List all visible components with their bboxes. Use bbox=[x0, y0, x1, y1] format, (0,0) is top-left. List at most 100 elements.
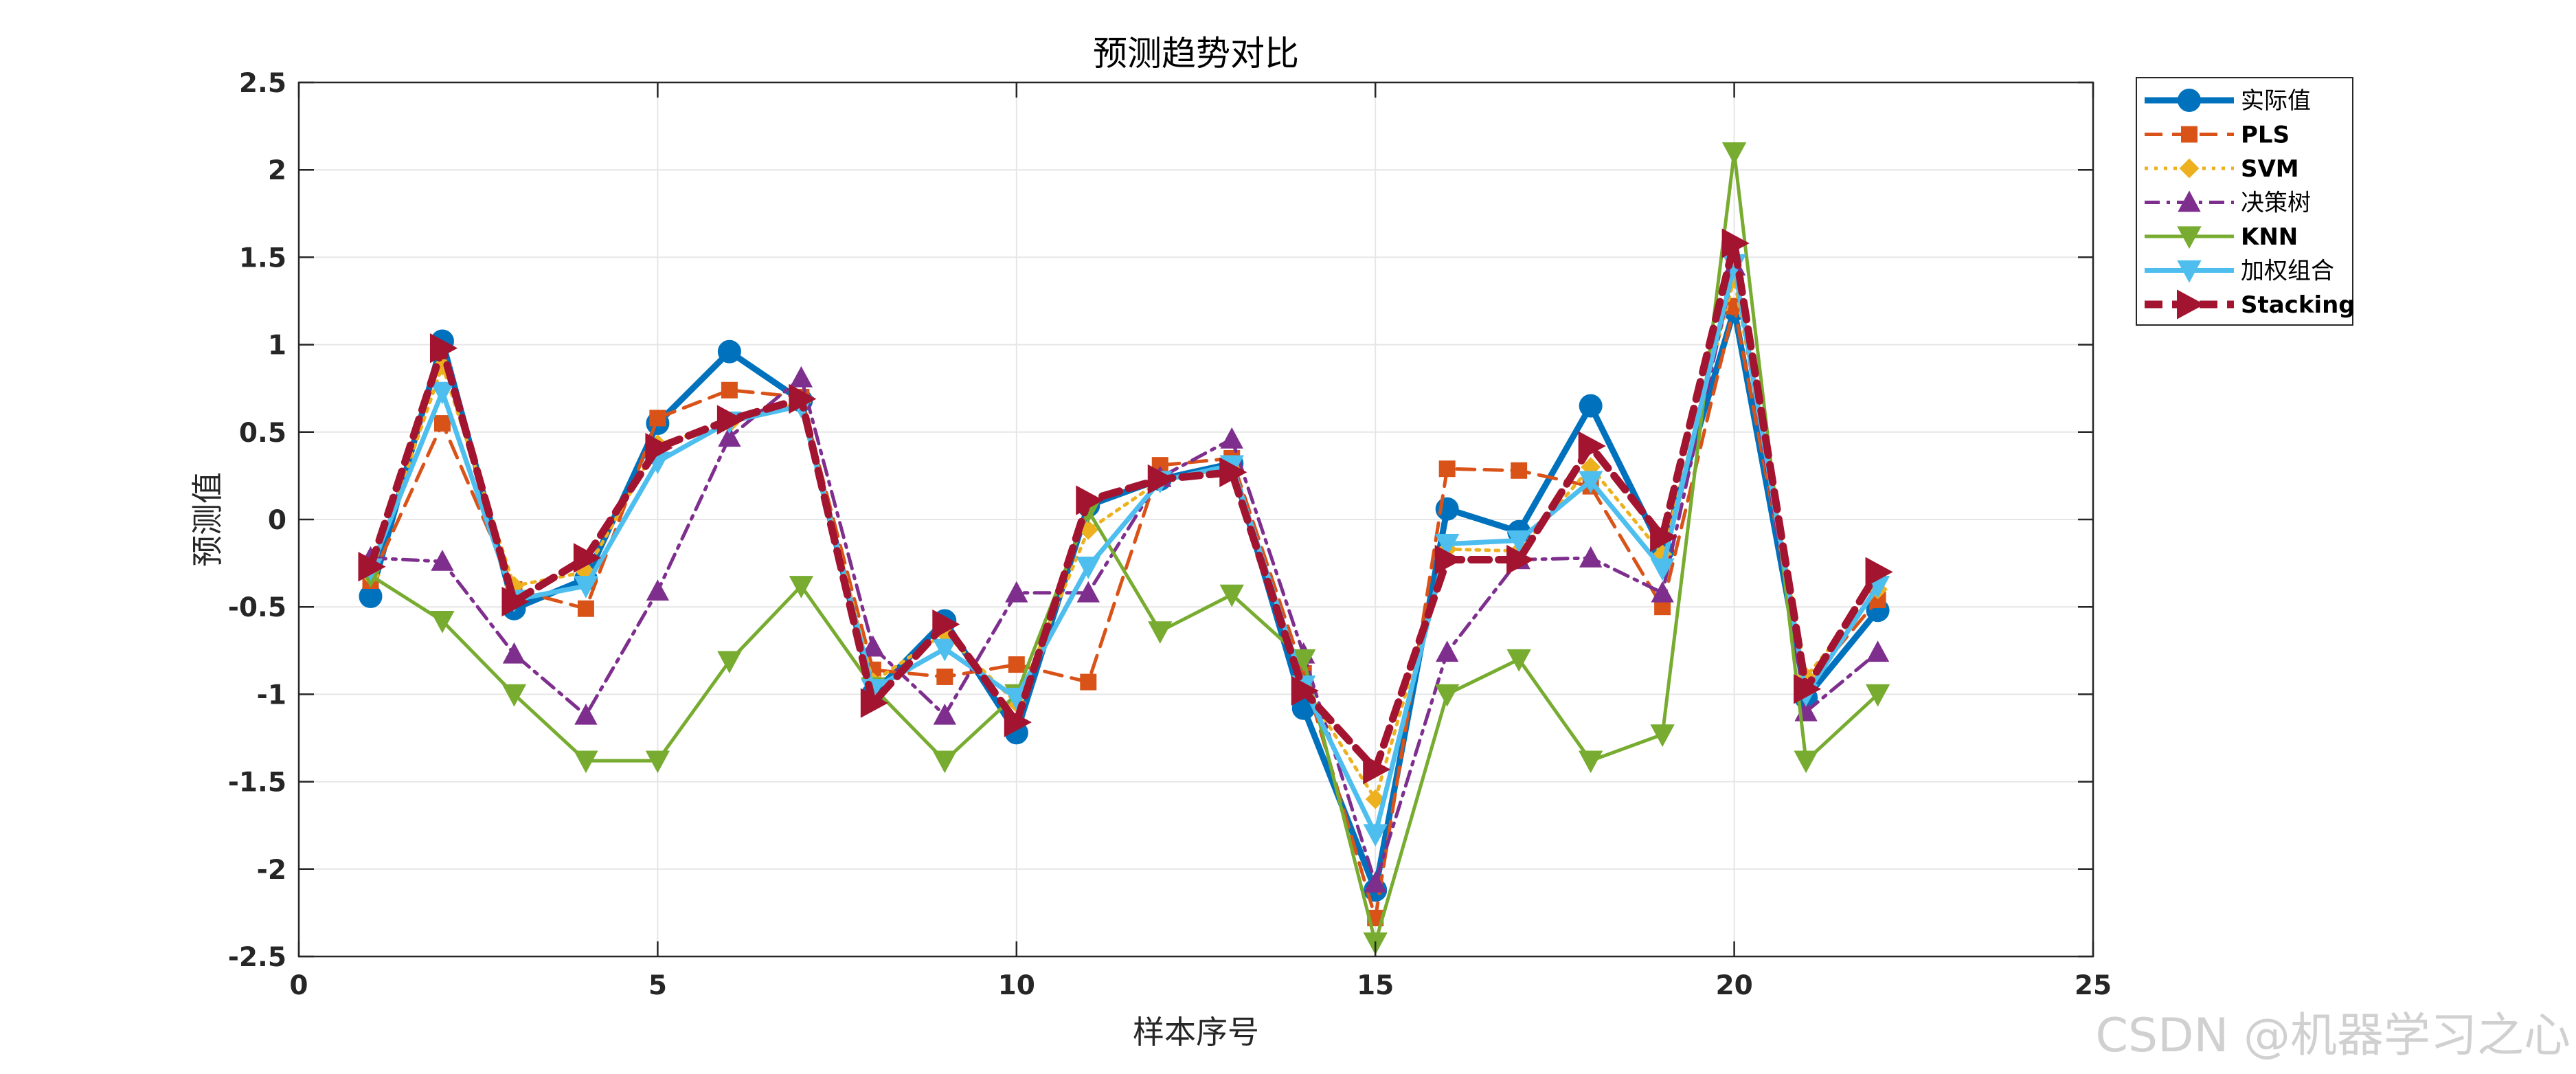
data-point bbox=[1076, 581, 1100, 603]
data-point bbox=[1005, 581, 1028, 603]
y-tick-label: -2.5 bbox=[228, 942, 286, 973]
legend-entry: Stacking bbox=[2145, 289, 2355, 320]
data-point bbox=[577, 600, 594, 617]
legend-label: 实际值 bbox=[2241, 87, 2311, 115]
data-point bbox=[1866, 640, 1890, 662]
y-axis-label: 预测值 bbox=[189, 472, 226, 567]
data-point bbox=[861, 635, 885, 657]
x-tick-label: 5 bbox=[648, 970, 667, 1001]
data-point bbox=[1435, 684, 1460, 707]
data-point bbox=[1721, 228, 1750, 258]
y-tick-label: 0 bbox=[268, 505, 286, 536]
data-point bbox=[646, 579, 670, 601]
data-point bbox=[932, 750, 957, 774]
data-point bbox=[1511, 462, 1528, 479]
data-point bbox=[574, 576, 598, 598]
data-point bbox=[1435, 534, 1460, 557]
legend-entry: 决策树 bbox=[2145, 190, 2311, 217]
data-point bbox=[358, 552, 386, 582]
legend-entry: PLS bbox=[2145, 122, 2290, 149]
watermark: CSDN @机器学习之心 bbox=[2096, 1009, 2571, 1063]
y-tick-label: -2 bbox=[257, 855, 286, 886]
data-point bbox=[1506, 530, 1531, 553]
x-tick-label: 25 bbox=[2075, 970, 2112, 1001]
data-point bbox=[718, 425, 741, 447]
data-point bbox=[1363, 754, 1391, 785]
legend-entry: KNN bbox=[2145, 223, 2298, 251]
series-line bbox=[368, 262, 1881, 837]
data-point bbox=[789, 366, 813, 388]
legend-marker bbox=[2181, 126, 2197, 143]
data-point bbox=[430, 381, 455, 405]
x-tick-label: 15 bbox=[1357, 970, 1394, 1001]
data-point bbox=[717, 339, 741, 363]
y-tick-label: 0.5 bbox=[239, 418, 286, 449]
data-point bbox=[501, 684, 527, 707]
data-point bbox=[574, 703, 598, 725]
legend-label: PLS bbox=[2241, 122, 2290, 149]
data-point bbox=[789, 576, 814, 598]
data-point bbox=[933, 703, 956, 725]
data-point bbox=[716, 405, 745, 435]
data-point bbox=[1076, 557, 1100, 579]
legend-box bbox=[2136, 77, 2353, 326]
data-point bbox=[1008, 656, 1025, 673]
y-tick-label: -1 bbox=[257, 680, 286, 711]
legend-label: SVM bbox=[2241, 155, 2299, 183]
legend-marker bbox=[2177, 260, 2202, 283]
legend-marker bbox=[2177, 226, 2202, 249]
data-point bbox=[932, 609, 960, 640]
data-point bbox=[789, 383, 817, 414]
series-4 bbox=[359, 254, 1890, 893]
data-point bbox=[501, 586, 530, 617]
legend-marker bbox=[2178, 190, 2201, 212]
legend: 实际值 PLS SVM 决策树 KNN 加权组合 Stacking bbox=[2136, 77, 2355, 326]
y-tick-label: -1.5 bbox=[228, 768, 286, 798]
data-point bbox=[932, 638, 957, 662]
data-point bbox=[502, 642, 526, 664]
data-point bbox=[1004, 707, 1032, 737]
data-point bbox=[1865, 557, 1893, 587]
data-point bbox=[1436, 640, 1459, 662]
data-point bbox=[1578, 431, 1606, 461]
data-point bbox=[1578, 750, 1603, 774]
y-tick-label: 2 bbox=[268, 155, 286, 186]
data-point bbox=[433, 415, 451, 432]
data-point bbox=[645, 433, 673, 463]
data-point bbox=[573, 543, 602, 573]
data-point bbox=[1148, 621, 1173, 644]
legend-marker bbox=[2179, 158, 2200, 179]
legend-marker bbox=[2177, 289, 2205, 320]
legend-entry: 加权组合 bbox=[2145, 258, 2334, 285]
series-line bbox=[369, 150, 1880, 945]
data-point bbox=[1579, 546, 1603, 568]
y-tick-label: -0.5 bbox=[228, 592, 286, 623]
data-point bbox=[649, 410, 666, 427]
data-point bbox=[1291, 649, 1316, 672]
data-point bbox=[1578, 471, 1603, 494]
series-line bbox=[367, 239, 1882, 774]
ticks: 0 5 10 15 20 25 2.5 2 1.5 1 0.5 0 -0.5 -1 -1.5 -2 -2.5 bbox=[228, 68, 2112, 1001]
y-tick-label: 1 bbox=[268, 331, 286, 361]
data-point bbox=[1364, 871, 1387, 893]
legend-marker bbox=[2178, 89, 2201, 112]
data-point bbox=[645, 750, 670, 774]
series-7 bbox=[358, 228, 1893, 785]
data-point bbox=[1650, 522, 1678, 552]
data-point bbox=[1434, 544, 1462, 575]
data-point bbox=[1219, 457, 1247, 487]
legend-entry: 实际值 bbox=[2145, 87, 2311, 115]
data-point bbox=[574, 750, 598, 774]
data-point bbox=[1650, 724, 1675, 748]
data-point bbox=[1080, 673, 1097, 691]
data-point bbox=[431, 549, 454, 571]
y-tick-label: 1.5 bbox=[239, 243, 286, 273]
data-point bbox=[429, 333, 458, 363]
chart-title: 预测趋势对比 bbox=[1093, 34, 1299, 74]
data-point bbox=[1650, 558, 1675, 581]
data-point bbox=[1721, 142, 1747, 165]
data-point bbox=[1651, 581, 1674, 603]
data-point bbox=[1506, 649, 1531, 672]
data-point bbox=[1219, 584, 1244, 607]
